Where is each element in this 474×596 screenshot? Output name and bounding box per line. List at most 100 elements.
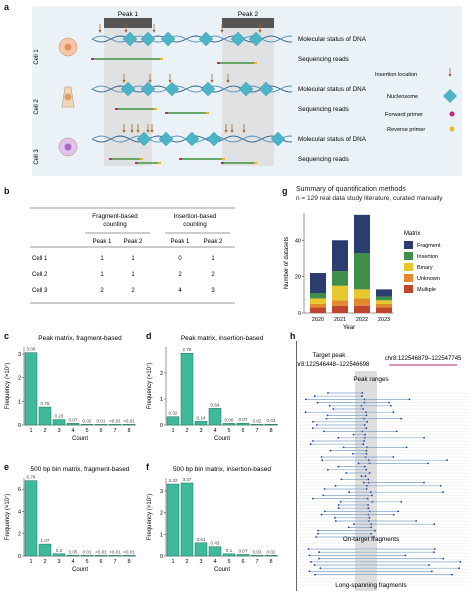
hist-y-tick-label: 0: [160, 423, 163, 429]
g-x-tick-label: 2023: [378, 317, 390, 323]
table-row-cell: Cell 1: [32, 256, 48, 262]
cell-label-2: Cell 2: [34, 99, 40, 115]
hist-x-tick-label: 4: [213, 559, 216, 565]
fragment-endpoint: [353, 523, 355, 526]
hist-bar: [122, 424, 136, 426]
fragment-endpoint: [317, 532, 319, 535]
fragment-endpoint: [365, 452, 368, 455]
hist-y-label: Frequency (×10⁷): [4, 494, 11, 540]
fragment-endpoint: [392, 411, 395, 414]
panel-c-label: c: [4, 331, 10, 341]
hist-y-tick-label: 0: [18, 423, 21, 429]
hist-x-tick-label: 7: [255, 559, 258, 565]
hist-title: 500 bp bin matrix, insertion-based: [173, 466, 271, 473]
fragment-endpoint: [364, 475, 367, 478]
hist-y-tick-label: 2: [160, 511, 163, 517]
hist-y-tick-label: 1: [160, 532, 163, 538]
g-legend-title: Matrix: [404, 231, 420, 237]
fragment-endpoint: [370, 491, 372, 494]
fragment-endpoint: [430, 570, 433, 573]
hist-d: Peak matrix, insertion-based 0 1 2 0.32 1 2.76…: [142, 331, 287, 446]
g-bar-fragment: [354, 214, 370, 253]
fragment-endpoint: [459, 560, 462, 563]
hist-x-label: Count: [214, 567, 230, 573]
fragment-endpoint: [366, 497, 369, 500]
peak-bar-2: [222, 18, 274, 28]
fragment-endpoint: [392, 513, 395, 516]
g-bar-binary: [354, 289, 370, 299]
peak-shade-2: [222, 28, 274, 166]
hist-bar: [122, 555, 136, 557]
fragment-endpoint: [315, 424, 318, 426]
nucleosome-icon: [120, 81, 136, 97]
hist-bar-label: 0.01: [97, 418, 106, 423]
fragment-endpoint: [314, 573, 316, 576]
hist-x-tick-label: 8: [127, 428, 130, 434]
hist-e: 500 bp bin matrix, fragment-based 0 2 4 6 6.7…: [0, 462, 145, 577]
hist-bar-label: 0.14: [197, 415, 206, 420]
g-legend-label: Multiple: [417, 287, 436, 293]
cell-nucleus-1: [64, 43, 72, 51]
fragment-endpoint: [327, 392, 329, 394]
peak-ranges-label: Peak ranges: [353, 376, 388, 383]
fragment-endpoint: [400, 417, 403, 420]
g-bar-insertion: [310, 293, 326, 299]
hist-bar-label: 0.07: [239, 548, 248, 553]
hist-bar-label: 3.32: [169, 478, 178, 483]
fragment-endpoint: [427, 462, 429, 465]
g-x-tick-label: 2021: [334, 317, 346, 323]
fragment-endpoint: [345, 472, 348, 474]
insertion-arrowhead-icon: [168, 80, 172, 83]
hist-bar: [250, 424, 264, 426]
nucleosome-icon: [160, 31, 176, 47]
table-cell-value: 4: [178, 288, 182, 294]
insertion-arrowhead-icon: [230, 130, 234, 133]
hist-x-tick-label: 8: [269, 428, 272, 434]
hist-y-tick-label: 1: [18, 399, 21, 405]
g-legend-label: Fragment: [417, 243, 441, 249]
hist-x-tick-label: 1: [171, 428, 174, 434]
hist-x-tick-label: 6: [241, 559, 244, 565]
hist-c: Peak matrix, fragment-based 0 1 2 3 3.06 1 0.76…: [0, 331, 145, 446]
hist-bar-label: 0.05: [69, 549, 78, 554]
cell-nucleus-2: [64, 93, 72, 101]
g-bar-fragment: [332, 240, 348, 272]
hist-bar: [264, 423, 278, 426]
fragment-endpoint: [451, 573, 454, 576]
forward-primer: [109, 158, 112, 160]
hist-bar-label: 0.64: [211, 402, 220, 407]
insertion-arrowhead-icon: [242, 130, 246, 133]
fragment-endpoint: [348, 491, 351, 494]
fragment-endpoint: [326, 414, 329, 417]
table-cell-value: 1: [131, 256, 135, 262]
reverse-primer: [254, 62, 257, 64]
g-legend-swatch: [404, 285, 413, 293]
hist-bar-label: 6.76: [27, 475, 36, 480]
hist-d-svg: Peak matrix, insertion-based 0 1 2 0.32 1 2.76…: [146, 335, 278, 442]
hist-title: 500 bp bin matrix, fragment-based: [31, 466, 130, 473]
panel-a-label: a: [4, 2, 10, 12]
fragment-endpoint: [367, 513, 370, 516]
fragment-endpoint: [320, 513, 323, 516]
hist-y-tick-label: 1: [160, 397, 163, 403]
g-x-label: Year: [343, 325, 355, 330]
hist-bar-label: 0.43: [211, 541, 220, 546]
hist-x-tick-label: 4: [213, 428, 216, 434]
insertion-arrowhead-icon: [146, 130, 150, 133]
fragment-endpoint: [312, 440, 314, 442]
panel-h-label: h: [290, 331, 296, 341]
nucleosome-icon: [184, 131, 200, 147]
fragment-endpoint: [352, 433, 355, 436]
hist-bar: [194, 542, 208, 557]
fragment-endpoint: [337, 436, 340, 439]
table-subheader: Peak 2: [204, 239, 223, 245]
peak-label-1: Peak 1: [118, 11, 139, 18]
fragment-endpoint: [374, 529, 376, 532]
g-bar-unknown: [376, 303, 392, 308]
table-subheader: Peak 1: [171, 239, 190, 245]
hist-x-tick-label: 2: [43, 428, 46, 434]
fragment-endpoint: [442, 557, 445, 560]
fragment-endpoint: [367, 459, 370, 462]
fragment-endpoint: [360, 475, 363, 478]
table-cell-value: 1: [211, 256, 215, 262]
